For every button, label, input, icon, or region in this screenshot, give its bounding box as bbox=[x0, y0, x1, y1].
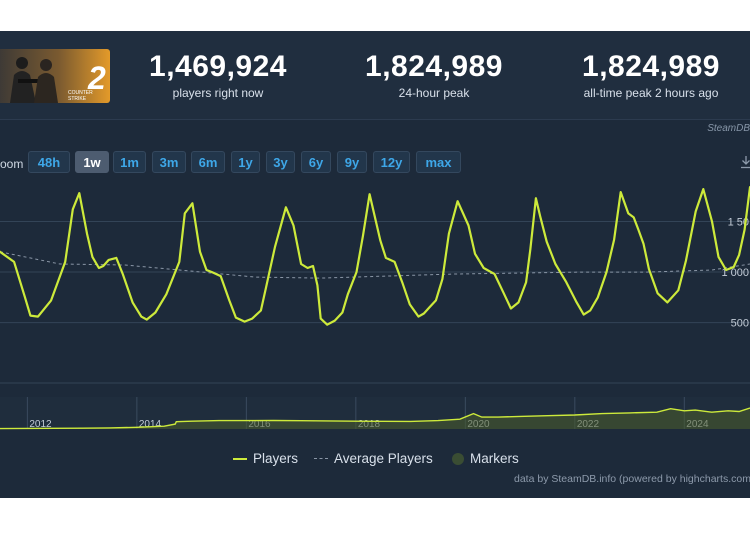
average-players-line bbox=[0, 251, 750, 279]
day-peak-stat: 1,824,989 24-hour peak bbox=[334, 49, 534, 100]
current-players-stat: 1,469,924 players right now bbox=[118, 49, 318, 100]
data-credit[interactable]: data by SteamDB.info (powered by highcha… bbox=[514, 473, 750, 485]
steamdb-credit-top[interactable]: SteamDB bbox=[707, 123, 750, 134]
navigator-chart[interactable]: 2012201420162018202020222024 bbox=[0, 397, 750, 437]
zoom-button-max[interactable]: max bbox=[416, 151, 461, 173]
markers-swatch bbox=[452, 452, 464, 465]
y-tick-label: 1 50 bbox=[728, 216, 749, 228]
legend-average-label: Average Players bbox=[334, 451, 433, 466]
navigator-line bbox=[0, 407, 750, 430]
legend-players[interactable]: Players bbox=[233, 451, 298, 466]
zoom-button-6y[interactable]: 6y bbox=[301, 151, 331, 173]
zoom-button-48h[interactable]: 48h bbox=[28, 151, 70, 173]
zoom-button-12y[interactable]: 12y bbox=[373, 151, 410, 173]
stats-band: 2 COUNTER STRIKE 1,469,924 players right… bbox=[0, 31, 750, 120]
zoom-button-3m[interactable]: 3m bbox=[152, 151, 186, 173]
svg-text:COUNTER: COUNTER bbox=[68, 90, 93, 96]
legend-players-label: Players bbox=[253, 451, 299, 466]
all-time-peak-label: all-time peak 2 hours ago bbox=[583, 86, 719, 100]
legend-average-players[interactable]: Average Players bbox=[314, 451, 433, 466]
day-peak-value: 1,824,989 bbox=[365, 50, 503, 83]
zoom-button-6m[interactable]: 6m bbox=[191, 151, 225, 173]
legend-markers[interactable]: Markers bbox=[452, 451, 519, 466]
players-line-chart: 1 501 0005009 Mar10 Mar11 Mar12 Mar13 Ma… bbox=[0, 186, 750, 384]
svg-text:STRIKE: STRIKE bbox=[68, 96, 87, 102]
navigator-area bbox=[0, 408, 750, 429]
current-players-value: 1,469,924 bbox=[149, 50, 287, 83]
game-thumbnail[interactable]: 2 COUNTER STRIKE bbox=[0, 49, 110, 103]
day-peak-label: 24-hour peak bbox=[398, 86, 470, 100]
all-time-peak-value: 1,824,989 bbox=[582, 50, 720, 83]
players-swatch bbox=[233, 457, 247, 460]
zoom-button-9y[interactable]: 9y bbox=[337, 151, 367, 173]
y-tick-label: 500 bbox=[731, 318, 749, 330]
zoom-button-1y[interactable]: 1y bbox=[231, 151, 260, 173]
all-time-peak-stat: 1,824,989 all-time peak 2 hours ago bbox=[551, 49, 750, 100]
steamdb-chart-panel: 2 COUNTER STRIKE 1,469,924 players right… bbox=[0, 31, 750, 498]
zoom-toolbar: oom 48h 1w 1m 3m 6m 1y 3y 6y 9y 12y max bbox=[0, 151, 750, 175]
svg-text:2: 2 bbox=[87, 60, 106, 96]
zoom-button-3y[interactable]: 3y bbox=[266, 151, 295, 173]
navigator-year-label: 2012 bbox=[29, 419, 52, 430]
players-line[interactable] bbox=[0, 186, 750, 326]
current-players-label: players right now bbox=[172, 86, 264, 100]
zoom-button-1w[interactable]: 1w bbox=[75, 151, 109, 173]
zoom-label: oom bbox=[0, 157, 24, 171]
navigator-year-label: 2014 bbox=[139, 419, 162, 430]
legend-markers-label: Markers bbox=[470, 451, 519, 466]
counter-strike-2-logo-icon: 2 COUNTER STRIKE bbox=[0, 49, 110, 103]
average-swatch bbox=[314, 458, 328, 459]
download-icon[interactable] bbox=[740, 155, 750, 169]
chart-legend: Players Average Players Markers bbox=[0, 451, 750, 469]
zoom-button-1m[interactable]: 1m bbox=[113, 151, 146, 173]
